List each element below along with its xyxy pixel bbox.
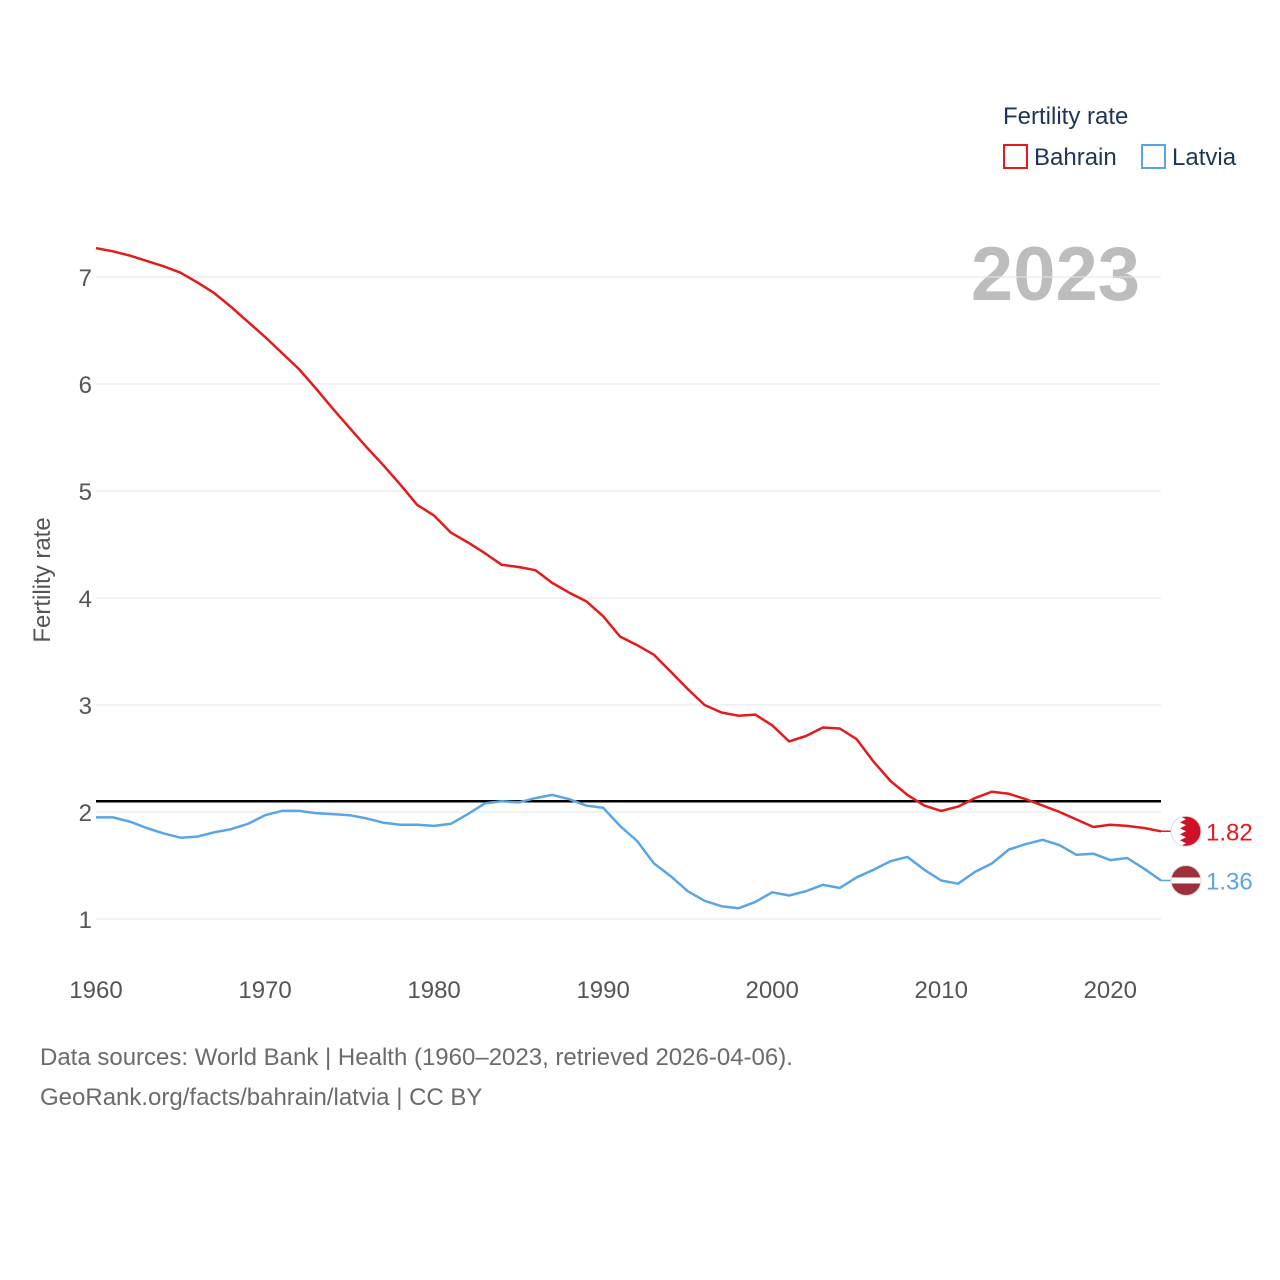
series-line-latvia[interactable] [96,793,1162,910]
series-line-bahrain[interactable] [95,246,1162,833]
y-tick-label: 4 [79,586,92,613]
y-tick-label: 7 [79,265,92,292]
end-value-label-bahrain: 1.82 [1206,819,1253,846]
legend-swatch-bahrain [1003,144,1028,169]
x-tick-label: 1970 [238,977,291,1004]
y-axis-ticks: 1 2 3 4 5 6 7 [79,265,92,934]
y-tick-label: 5 [79,479,92,506]
y-tick-label: 3 [79,693,92,720]
legend-item-bahrain[interactable]: Bahrain [1003,144,1117,171]
x-tick-label: 2020 [1084,977,1137,1004]
x-tick-label: 1980 [407,977,460,1004]
y-tick-label: 2 [79,800,92,827]
end-value-label-latvia: 1.36 [1206,868,1253,895]
legend-swatch-latvia [1141,144,1166,169]
y-axis-title: Fertility rate [29,517,56,642]
x-tick-label: 1990 [576,977,629,1004]
x-tick-label: 1960 [69,977,122,1004]
series-end-markers: 1.82 1.36 [1161,815,1253,896]
y-tick-label: 1 [79,907,92,934]
x-tick-label: 2010 [915,977,968,1004]
legend-label-bahrain: Bahrain [1034,144,1117,171]
year-label: 2023 [971,232,1140,317]
x-axis-ticks: 1960 1970 1980 1990 2000 2010 2020 [69,977,1137,1004]
license-text[interactable]: GeoRank.org/facts/bahrain/latvia | CC BY [40,1084,483,1111]
x-tick-label: 2000 [745,977,798,1004]
y-tick-label: 6 [79,372,92,399]
flag-icon-latvia [1170,864,1202,896]
series-lines [95,246,1162,910]
legend-label-latvia: Latvia [1172,144,1237,171]
legend-title: Fertility rate [1003,103,1128,130]
legend-item-latvia[interactable]: Latvia [1141,144,1237,171]
flag-icon-bahrain [1170,815,1202,847]
gridlines [96,276,1161,920]
source-text: Data sources: World Bank | Health (1960–… [40,1044,793,1071]
